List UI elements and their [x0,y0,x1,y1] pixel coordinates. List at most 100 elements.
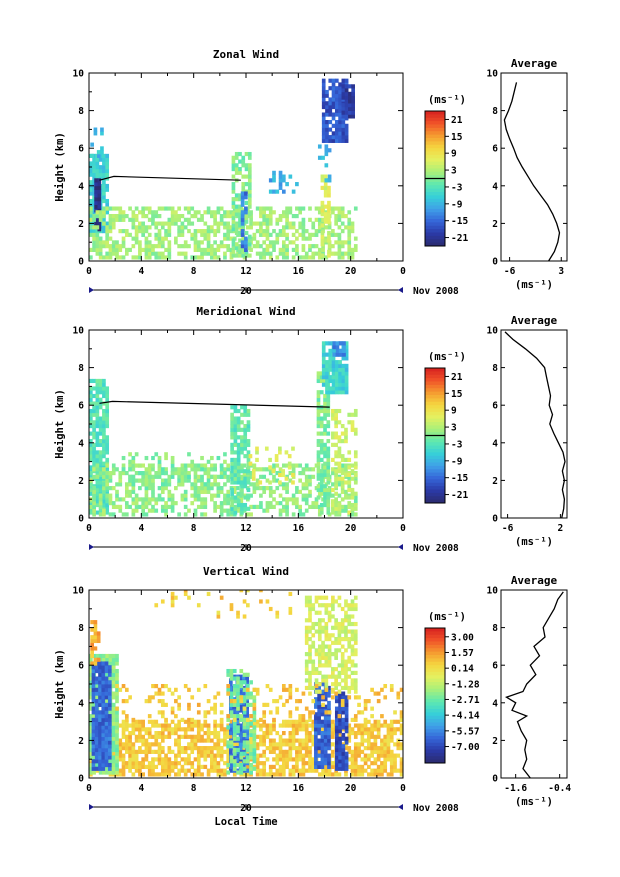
heatmap-cell [325,152,329,156]
heatmap-cell [345,752,349,756]
heatmap-cell [246,695,250,699]
heatmap-cell [298,255,302,259]
heatmap-cell [236,748,240,752]
colorbar-segment [425,185,445,189]
heatmap-cell [326,510,330,514]
heatmap-cell [331,458,335,462]
heatmap-cell [269,178,273,182]
heatmap-cell [266,237,270,241]
heatmap-cell [354,413,358,417]
heatmap-cell [118,750,122,754]
y-tick-label: 0 [78,257,84,268]
heatmap-cell [331,727,335,731]
heatmap-cell [334,420,338,424]
heatmap-cell [96,165,100,169]
heatmap-cell [335,729,339,733]
heatmap-cell [105,222,109,226]
heatmap-cell [241,159,245,163]
heatmap-cell [292,765,296,769]
heatmap-cell [390,761,394,765]
heatmap-cell [145,237,149,241]
heatmap-cell [272,772,276,776]
heatmap-cell [338,626,342,630]
heatmap-cell [285,490,289,494]
heatmap-cell [308,723,312,727]
heatmap-cell [239,755,243,759]
heatmap-cell [122,471,126,475]
heatmap-cell [233,725,237,729]
heatmap-cell [262,475,266,479]
heatmap-cell [328,375,332,379]
heatmap-cell [213,731,217,735]
heatmap-cell [248,193,252,197]
heatmap-cell [305,742,309,746]
heatmap-cell [328,97,332,101]
heatmap-cell [315,671,319,675]
heatmap-cell [292,769,296,773]
heatmap-cell [161,769,165,773]
heatmap-cell [354,497,358,501]
heatmap-cell [92,244,96,248]
heatmap-cell [269,206,273,210]
heatmap-cell [118,479,122,483]
heatmap-cell [164,505,168,509]
heatmap-cell [282,684,286,688]
heatmap-cell [223,509,227,513]
heatmap-cell [197,229,201,233]
heatmap-cell [335,759,339,763]
heatmap-cell [341,240,345,244]
heatmap-cell [390,727,394,731]
heatmap-cell [92,692,96,696]
heatmap-cell [259,244,263,248]
heatmap-cell [334,492,338,496]
heatmap-cell [246,755,250,759]
heatmap-cell [305,229,309,233]
heatmap-cell [230,405,234,409]
heatmap-cell [317,454,321,458]
heatmap-cell [94,628,98,632]
heatmap-cell [308,475,312,479]
heatmap-cell [298,723,302,727]
heatmap-cell [269,190,273,194]
heatmap-cell [235,208,239,212]
heatmap-cell [357,772,361,776]
heatmap-cell [347,480,351,484]
heatmap-cell [285,477,289,481]
x-tick-label: 16 [293,266,305,277]
heatmap-cell [102,471,106,475]
heatmap-cell [234,495,238,499]
heatmap-cell [207,471,211,475]
heatmap-cell [342,767,346,771]
heatmap-cell [347,244,351,248]
heatmap-cell [341,206,345,210]
heatmap-cell [145,244,149,248]
heatmap-cell [248,246,252,250]
heatmap-cell [122,710,126,714]
heatmap-cell [334,409,338,413]
heatmap-cell [248,190,252,194]
heatmap-cell [92,158,96,162]
heatmap-cell [396,746,400,750]
heatmap-cell [335,109,339,113]
heatmap-cell [377,720,381,724]
heatmap-cell [98,669,102,673]
heatmap-cell [305,237,309,241]
heatmap-cell [323,503,327,507]
heatmap-cell [108,692,112,696]
heatmap-cell [308,244,312,248]
heatmap-cell [324,205,328,209]
heatmap-cell [197,467,201,471]
heatmap-cell [207,479,211,483]
heatmap-cell [295,486,299,490]
heatmap-cell [275,218,279,222]
heatmap-cell [95,669,99,673]
heatmap-cell [325,383,329,387]
heatmap-cell [200,505,204,509]
heatmap-cell [128,490,132,494]
heatmap-cell [168,688,172,692]
heatmap-cell [96,398,100,402]
heatmap-cell [324,212,328,216]
heatmap-cell [92,718,96,722]
heatmap-cell [158,456,162,460]
